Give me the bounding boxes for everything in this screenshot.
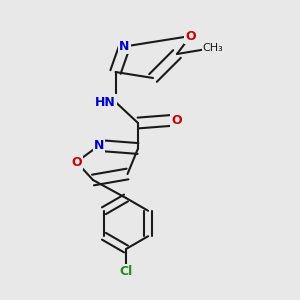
Text: O: O (185, 29, 196, 43)
Text: O: O (71, 155, 82, 169)
Text: Cl: Cl (119, 265, 133, 278)
Text: O: O (172, 113, 182, 127)
Text: N: N (119, 40, 130, 53)
Text: N: N (94, 139, 104, 152)
Text: CH₃: CH₃ (202, 43, 224, 53)
Text: HN: HN (95, 95, 116, 109)
